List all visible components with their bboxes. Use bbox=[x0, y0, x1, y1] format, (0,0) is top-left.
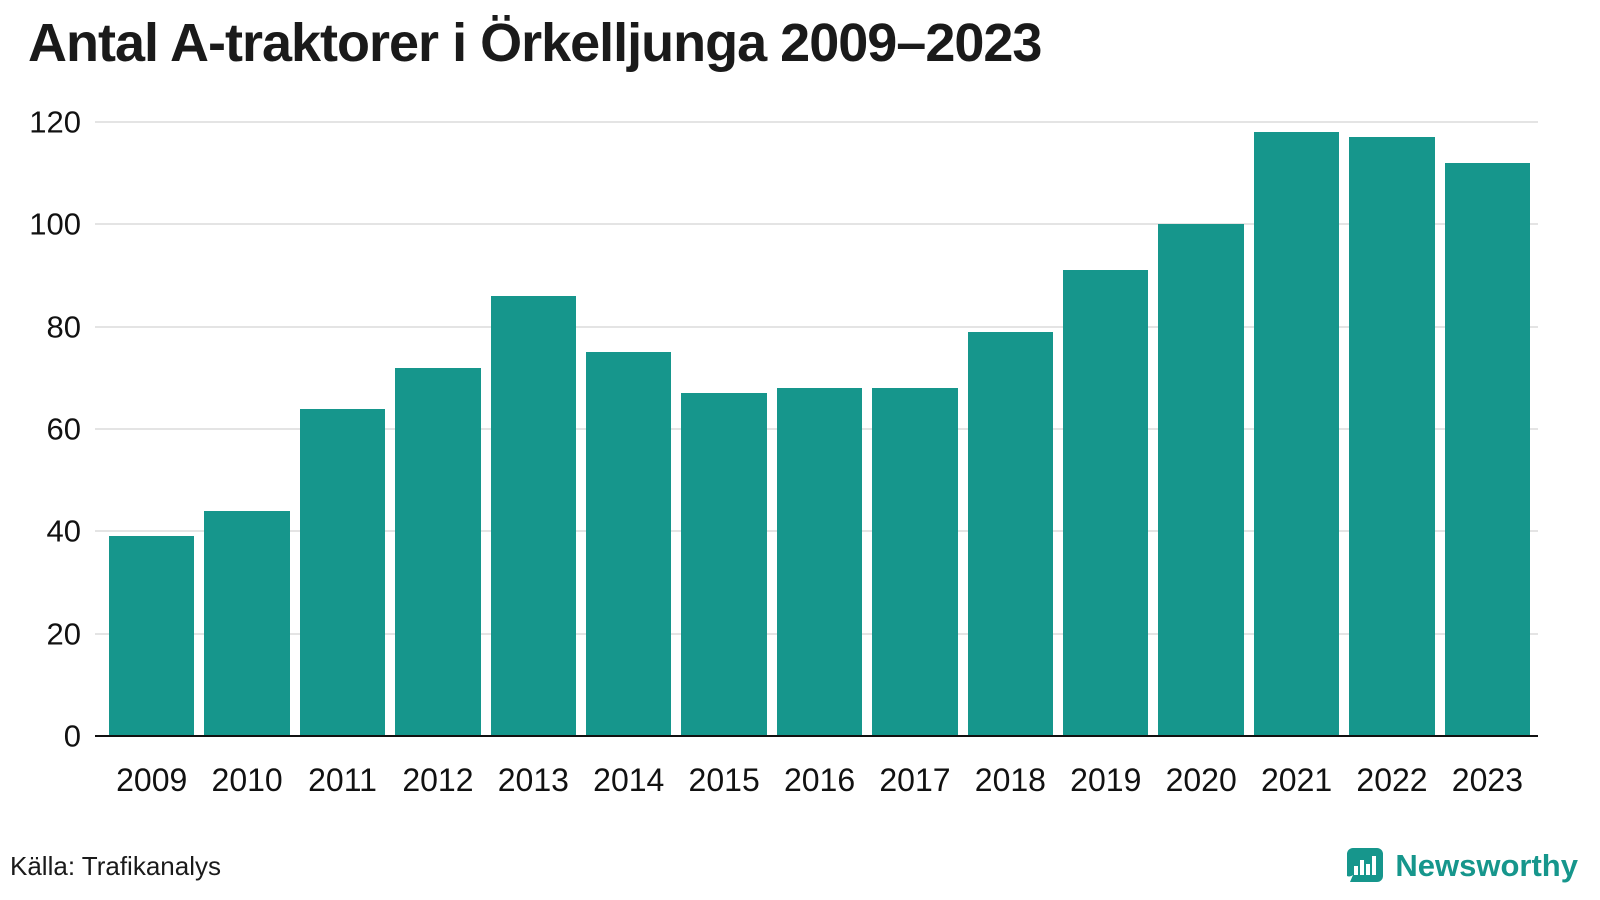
y-tick-label-100: 100 bbox=[29, 206, 81, 242]
bar-2016 bbox=[776, 388, 863, 736]
gridline-0 bbox=[95, 735, 1538, 737]
bar-2018 bbox=[967, 331, 1054, 736]
brand-name: Newsworthy bbox=[1395, 848, 1578, 883]
x-tick-label-2012: 2012 bbox=[402, 762, 474, 798]
bar-2011 bbox=[299, 408, 386, 736]
x-tick-label-2020: 2020 bbox=[1165, 762, 1237, 798]
gridline-80 bbox=[95, 325, 1538, 328]
x-tick-label-2017: 2017 bbox=[879, 762, 951, 798]
x-tick-label-2010: 2010 bbox=[211, 762, 283, 798]
plot-area: 0 20 40 60 80 100 120 2009 2010 2011 2012 2013 2014… bbox=[29, 107, 1538, 798]
x-tick-label-2021: 2021 bbox=[1260, 762, 1333, 798]
bar-2020 bbox=[1158, 224, 1244, 736]
bar-2012 bbox=[395, 367, 481, 736]
y-tick-label-0: 0 bbox=[63, 718, 81, 754]
x-tick-label-2016: 2016 bbox=[783, 762, 856, 798]
x-tick-label-2014: 2014 bbox=[593, 762, 665, 798]
newsworthy-logo-icon bbox=[1345, 846, 1385, 886]
bar-2015 bbox=[681, 393, 767, 736]
bar-2009 bbox=[109, 536, 195, 736]
y-tick-label-120: 120 bbox=[29, 104, 81, 140]
x-tick-label-2018: 2018 bbox=[974, 762, 1046, 798]
brand-footer: Newsworthy bbox=[1345, 846, 1578, 886]
x-axis-labels: 2009 2010 2011 2012 2013 2014 2015 2016 2017 2018… bbox=[109, 762, 1530, 799]
chart-title: Antal A-traktorer i Örkelljunga 2009–202… bbox=[28, 13, 1042, 73]
bar-2010 bbox=[204, 510, 290, 736]
bar-2013 bbox=[490, 295, 577, 736]
bars bbox=[109, 122, 1531, 736]
x-tick-label-2023: 2023 bbox=[1451, 762, 1523, 798]
x-tick-label-2022: 2022 bbox=[1356, 762, 1428, 798]
bar-2017 bbox=[872, 388, 958, 736]
y-tick-label-20: 20 bbox=[46, 616, 81, 652]
x-tick-label-2009: 2009 bbox=[116, 762, 188, 798]
x-tick-label-2015: 2015 bbox=[688, 762, 760, 798]
x-tick-label-2019: 2019 bbox=[1070, 762, 1142, 798]
y-tick-label-40: 40 bbox=[46, 513, 81, 549]
bar-2014 bbox=[586, 352, 672, 736]
source-note: Källa: Trafikanalys bbox=[10, 851, 221, 881]
y-tick-label-60: 60 bbox=[46, 411, 81, 447]
y-tick-label-80: 80 bbox=[46, 309, 81, 345]
bar-2023 bbox=[1444, 162, 1531, 736]
bar-2019 bbox=[1063, 270, 1149, 736]
bar-2021 bbox=[1253, 132, 1340, 736]
bar-2022 bbox=[1349, 137, 1435, 736]
gridline-100 bbox=[95, 223, 1538, 226]
x-tick-label-2013: 2013 bbox=[497, 762, 569, 798]
x-tick-label-2011: 2011 bbox=[308, 762, 377, 798]
gridline-120 bbox=[95, 121, 1538, 123]
